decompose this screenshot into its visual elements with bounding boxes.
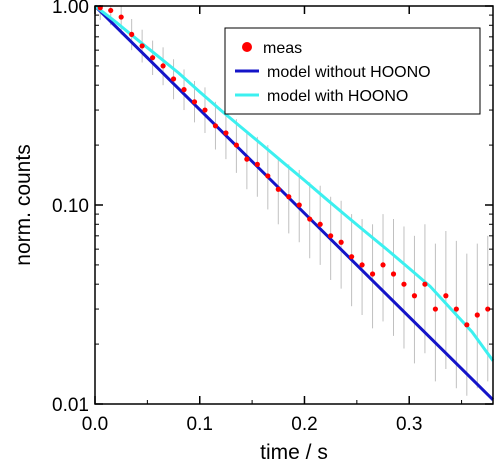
meas-point (474, 312, 480, 318)
meas-point (275, 186, 281, 192)
meas-point (432, 306, 438, 312)
meas-point (411, 293, 418, 299)
meas-point (181, 87, 187, 93)
meas-point (369, 271, 376, 277)
y-axis-label: norm. counts (12, 144, 35, 265)
meas-point (338, 239, 344, 245)
legend-model-with-label: model with HOONO (267, 88, 408, 105)
meas-point (265, 173, 271, 179)
y-tick-label: 0.01 (52, 395, 89, 416)
legend-box (224, 27, 481, 115)
legend-meas-marker (242, 42, 252, 52)
meas-point (464, 322, 470, 328)
model-without-hoono-line (93, 4, 495, 401)
meas-point (328, 233, 334, 239)
meas-point (307, 216, 313, 222)
meas-point (202, 107, 208, 113)
meas-point (160, 63, 166, 69)
meas-point (443, 293, 449, 299)
meas-point (150, 55, 156, 61)
meas-point (359, 262, 365, 268)
meas-point (212, 123, 219, 129)
meas-point (191, 99, 198, 105)
legend: meas model without HOONO model with HOON… (224, 27, 481, 115)
meas-point (170, 76, 177, 82)
meas-point (349, 254, 355, 260)
x-axis-ticks: 0.0 0.1 0.2 0.3 (82, 6, 463, 435)
x-tick-label: 0.2 (291, 414, 317, 435)
meas-point (244, 156, 250, 162)
meas-point (422, 281, 428, 287)
y-axis-ticks: 1.00 0.10 0.01 (52, 0, 493, 416)
meas-point (485, 306, 491, 312)
meas-point (118, 14, 124, 20)
meas-point (254, 161, 260, 167)
meas-point (286, 194, 292, 200)
x-tick-label: 0.0 (82, 414, 108, 435)
meas-point (317, 221, 323, 227)
meas-point (401, 281, 407, 287)
meas-point (223, 130, 229, 136)
meas-point (390, 271, 397, 277)
x-tick-label: 0.3 (396, 414, 422, 435)
meas-point (380, 262, 386, 268)
measurement-point-layer (97, 5, 491, 328)
meas-point (233, 142, 239, 148)
meas-point (139, 43, 145, 49)
meas-point (453, 306, 459, 312)
legend-model-without-label: model without HOONO (267, 64, 431, 81)
legend-meas-label: meas (263, 40, 302, 57)
y-tick-label: 1.00 (52, 0, 89, 18)
x-tick-label: 0.1 (187, 414, 213, 435)
y-tick-label: 0.10 (52, 196, 89, 217)
meas-point (296, 202, 302, 208)
x-axis-label: time / s (260, 441, 328, 464)
meas-point (129, 31, 135, 37)
meas-point (108, 7, 114, 14)
